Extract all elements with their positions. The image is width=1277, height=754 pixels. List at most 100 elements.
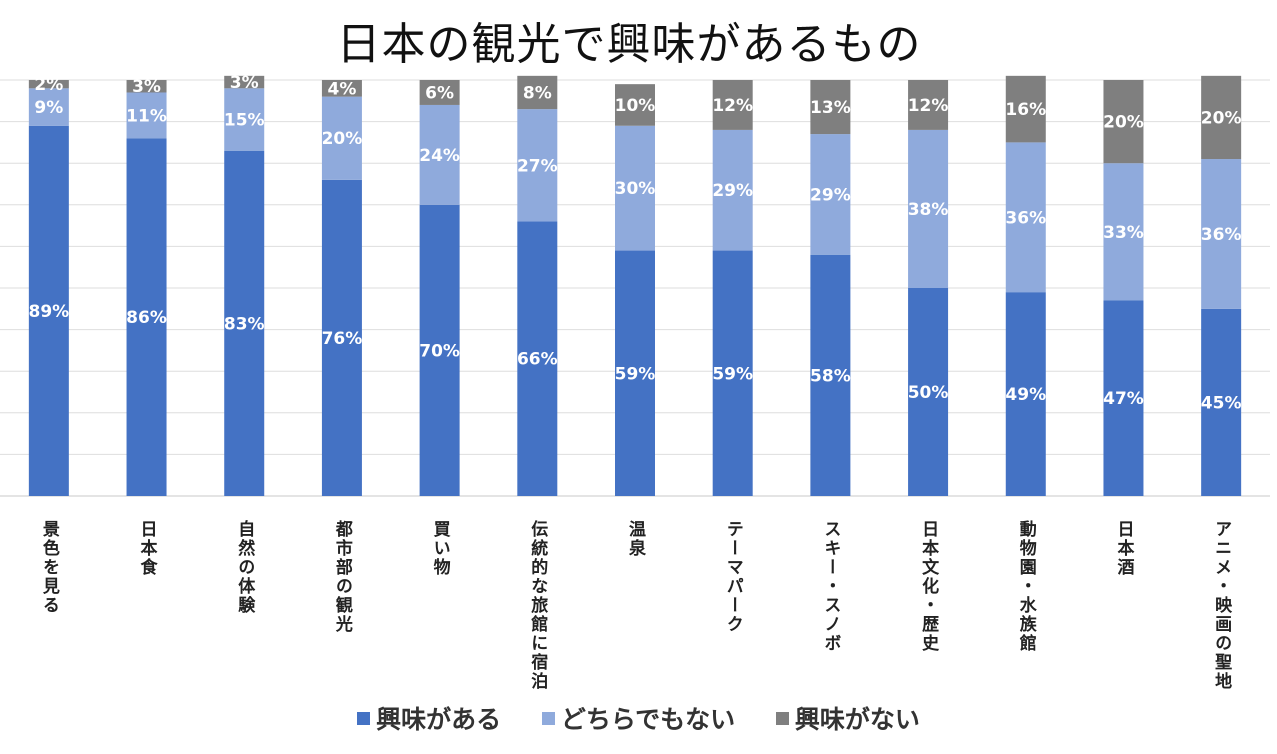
data-labels: 89% 9% 2% 86% 11% 3% 83% 15% 3% 76% 20% 4% 70% 24% 6% 6… (28, 73, 1241, 413)
bar-interested-1 (126, 138, 167, 497)
chart-title: 日本の観光で興味があるもの (336, 19, 922, 70)
legend-item-interested: 興味がある (357, 700, 501, 736)
category-label-10: 動物園・水族館 (1016, 519, 1038, 653)
data-label-neutral-3: 20% (322, 129, 363, 149)
data-label-interested-2: 83% (224, 314, 265, 334)
bar-interested-7 (712, 250, 753, 496)
data-label-interested-7: 59% (712, 364, 753, 384)
data-label-neutral-12: 36% (1201, 225, 1242, 245)
bar-not-interested-12 (1201, 75, 1242, 160)
data-label-neutral-7: 29% (712, 181, 753, 201)
data-label-neutral-4: 24% (419, 146, 460, 166)
data-label-interested-3: 76% (322, 329, 363, 349)
data-label-not-interested-0: 2% (34, 75, 63, 95)
category-label-1: 日本食 (137, 520, 158, 577)
data-label-not-interested-2: 3% (230, 73, 259, 93)
data-label-not-interested-1: 3% (132, 77, 161, 97)
bar-not-interested-8 (810, 80, 851, 135)
bar-neutral-3 (321, 96, 362, 180)
bar-not-interested-3 (321, 80, 362, 97)
bar-neutral-1 (126, 92, 167, 139)
data-label-interested-8: 58% (810, 366, 851, 386)
data-label-neutral-10: 36% (1005, 208, 1046, 228)
bar-neutral-2 (224, 88, 265, 151)
category-label-3: 都市部の観光 (332, 519, 354, 634)
bar-interested-9 (908, 288, 949, 496)
bar-not-interested-0 (28, 80, 69, 89)
data-label-not-interested-5: 8% (523, 83, 552, 103)
data-label-interested-11: 47% (1103, 389, 1144, 409)
bar-not-interested-5 (517, 75, 558, 110)
bar-interested-0 (28, 125, 69, 496)
data-label-interested-6: 59% (615, 364, 656, 384)
bar-not-interested-6 (615, 84, 655, 126)
data-label-neutral-11: 33% (1103, 223, 1144, 243)
bar-neutral-9 (908, 129, 949, 288)
bar-interested-6 (615, 250, 655, 496)
legend-label-not-interested: 興味がない (794, 705, 920, 734)
data-label-neutral-6: 30% (615, 179, 656, 199)
data-label-interested-12: 45% (1201, 393, 1242, 413)
bar-interested-3 (321, 179, 362, 496)
category-label-4: 買い物 (430, 520, 451, 577)
data-label-interested-4: 70% (419, 341, 460, 361)
bar-interested-12 (1201, 308, 1242, 496)
data-label-not-interested-4: 6% (425, 83, 454, 103)
data-label-neutral-9: 38% (908, 200, 949, 220)
data-label-neutral-8: 29% (810, 185, 851, 205)
data-label-interested-9: 50% (908, 383, 949, 403)
legend-swatch-interested (357, 711, 371, 725)
data-label-interested-10: 49% (1005, 385, 1046, 405)
data-label-not-interested-11: 20% (1103, 113, 1144, 133)
bar-interested-4 (419, 204, 460, 497)
bars (28, 75, 1242, 497)
category-label-5: 伝統的な旅館に宿泊 (527, 519, 549, 691)
data-label-interested-0: 89% (28, 302, 69, 322)
legend: 興味がある どちらでもない 興味がない (0, 700, 1277, 736)
category-label-11: 日本酒 (1113, 520, 1134, 577)
data-label-interested-5: 66% (517, 350, 558, 370)
category-label-6: 温泉 (625, 520, 647, 558)
bar-neutral-5 (517, 109, 558, 222)
legend-label-interested: 興味がある (376, 705, 502, 734)
bar-neutral-4 (419, 104, 460, 205)
category-label-7: テーマパーク (723, 520, 744, 634)
bar-interested-11 (1103, 300, 1144, 496)
bar-neutral-11 (1103, 163, 1144, 301)
data-label-not-interested-3: 4% (327, 79, 356, 99)
bar-neutral-12 (1201, 159, 1242, 309)
category-label-12: アニメ・映画の聖地 (1211, 520, 1232, 691)
bar-interested-5 (517, 221, 558, 496)
bar-not-interested-7 (712, 80, 753, 130)
bar-not-interested-9 (908, 80, 949, 130)
data-label-interested-1: 86% (126, 308, 167, 328)
legend-swatch-not-interested (775, 711, 789, 725)
bar-not-interested-2 (224, 75, 265, 89)
bar-neutral-8 (810, 134, 851, 255)
bar-not-interested-10 (1005, 75, 1046, 143)
bar-neutral-6 (615, 125, 655, 251)
data-label-not-interested-8: 13% (810, 98, 851, 118)
legend-item-not-interested: 興味がない (775, 700, 920, 736)
bar-interested-10 (1005, 292, 1046, 496)
bar-neutral-7 (712, 129, 753, 251)
bar-not-interested-11 (1103, 80, 1144, 164)
category-label-9: 日本文化・歴史 (918, 520, 939, 653)
legend-swatch-neutral (541, 711, 555, 725)
data-label-not-interested-10: 16% (1005, 100, 1046, 120)
chart-plot: 89% 9% 2% 86% 11% 3% 83% 15% 3% 76% 20% 4% 70% 24% 6% 6… (0, 73, 1270, 691)
data-label-not-interested-7: 12% (712, 96, 753, 116)
data-label-not-interested-12: 20% (1201, 108, 1242, 128)
category-label-8: スキー・スノボ (820, 520, 841, 653)
legend-item-neutral: どちらでもない (541, 700, 736, 736)
bar-neutral-0 (28, 88, 69, 126)
category-label-0: 景色を見る (39, 520, 61, 615)
bar-neutral-10 (1005, 142, 1046, 293)
category-labels: 景色を見る 日本食 自然の体験 都市部の観光 買い物 伝統的な旅館に宿泊 温泉 テーマパーク ス… (39, 519, 1232, 691)
data-label-neutral-1: 11% (126, 106, 167, 126)
legend-label-neutral: どちらでもない (560, 705, 736, 734)
data-label-not-interested-6: 10% (615, 96, 656, 116)
bar-not-interested-4 (419, 80, 460, 105)
bar-not-interested-1 (126, 80, 167, 93)
data-label-neutral-5: 27% (517, 156, 558, 176)
